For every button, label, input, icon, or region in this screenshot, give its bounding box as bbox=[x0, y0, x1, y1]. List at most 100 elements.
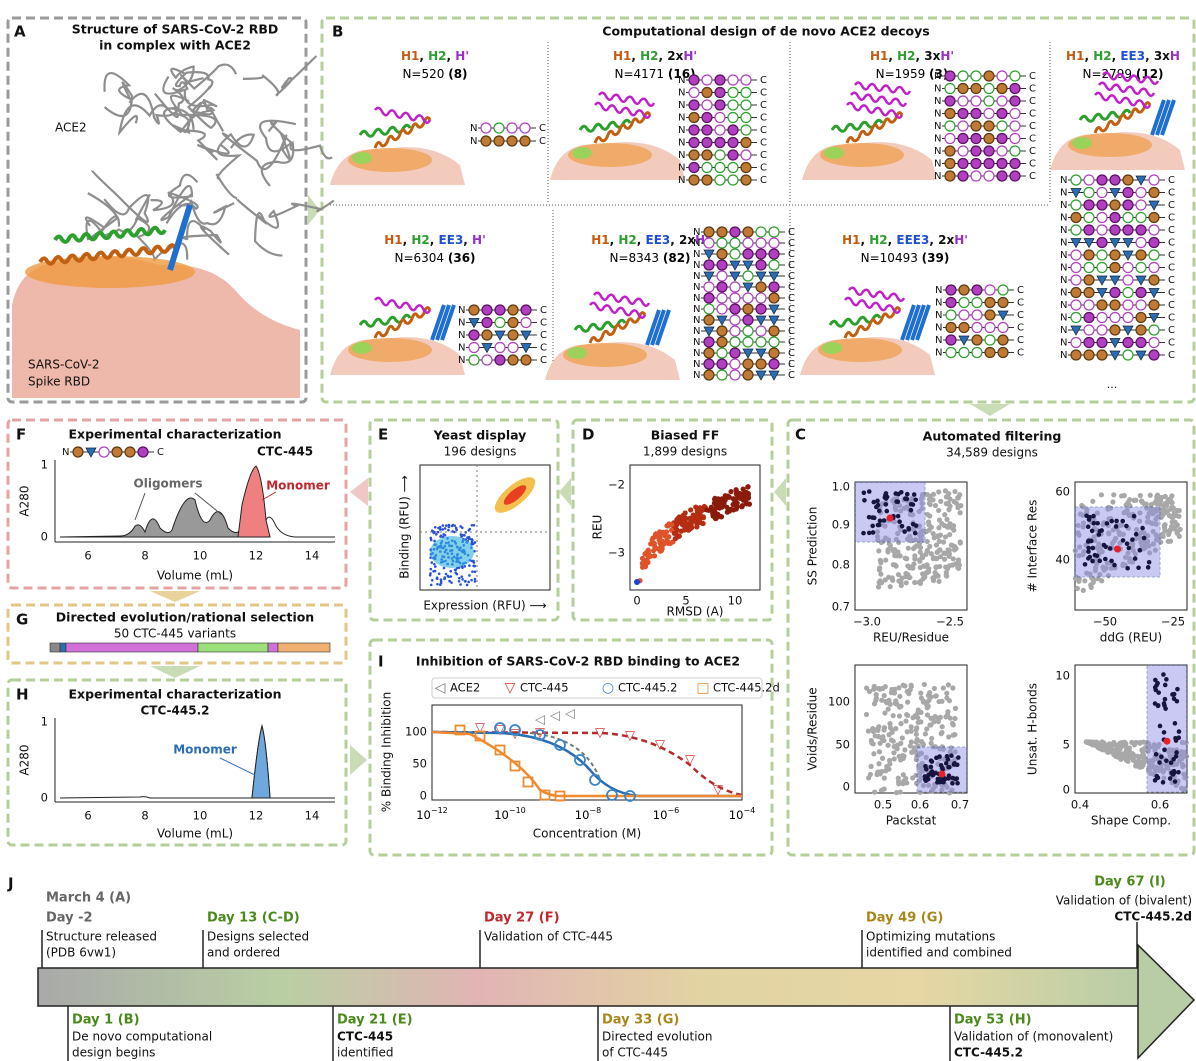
arrow bbox=[559, 478, 571, 506]
y-axis-label: # Interface Res bbox=[1026, 500, 1040, 593]
design-point bbox=[937, 517, 942, 522]
seq-helix bbox=[958, 159, 968, 169]
passing-point bbox=[1146, 565, 1151, 570]
design-point bbox=[1148, 493, 1153, 498]
design-point bbox=[734, 506, 739, 511]
seq-n-term: N bbox=[1060, 175, 1067, 186]
seq-c-term: C bbox=[1168, 313, 1175, 324]
y-tick-label: 50 bbox=[835, 738, 850, 752]
seq-n-term: N bbox=[693, 271, 700, 282]
cell bbox=[461, 578, 464, 581]
design-point bbox=[943, 714, 948, 719]
seq-helix bbox=[769, 282, 779, 292]
design-point bbox=[922, 682, 927, 687]
y-tick-label: 40 bbox=[1055, 553, 1070, 567]
seq-helix bbox=[958, 171, 968, 181]
passing-point bbox=[874, 505, 879, 510]
ctc445-point: ▽ bbox=[685, 753, 695, 768]
seq-helix bbox=[689, 138, 699, 148]
seq-helix bbox=[1123, 300, 1133, 310]
design-point bbox=[920, 576, 925, 581]
seq-helix bbox=[1084, 350, 1094, 360]
seq-helix bbox=[521, 318, 531, 328]
y-tick-label: 0 bbox=[41, 530, 48, 544]
y-axis-label: REU bbox=[591, 515, 605, 540]
seq-helix bbox=[704, 315, 714, 325]
passing-point bbox=[1158, 724, 1163, 729]
seq-n-term: N bbox=[678, 138, 685, 149]
design-point bbox=[718, 514, 723, 519]
passing-point bbox=[1130, 537, 1135, 542]
y-tick-label: 0 bbox=[1063, 783, 1070, 797]
passing-point bbox=[884, 509, 889, 514]
event-date: Day 21 (E) bbox=[337, 1013, 413, 1028]
seq-helix bbox=[1110, 200, 1120, 210]
seq-helix bbox=[1149, 175, 1159, 185]
seq-helix bbox=[971, 121, 981, 131]
passing-point bbox=[1136, 565, 1141, 570]
seq-helix bbox=[73, 447, 83, 457]
passing-point bbox=[1162, 747, 1167, 752]
x-tick-label: −50 bbox=[1093, 615, 1117, 629]
panel-letter: H bbox=[16, 686, 29, 704]
design-point bbox=[898, 789, 903, 794]
passing-point bbox=[882, 518, 887, 523]
design-point bbox=[1167, 529, 1172, 534]
pointer bbox=[135, 493, 145, 520]
seq-n-term: N bbox=[935, 310, 942, 321]
panel-letter: G bbox=[16, 611, 28, 629]
x-axis-label: RMSD (A) bbox=[667, 605, 724, 619]
passing-point bbox=[867, 489, 872, 494]
cell bbox=[474, 580, 477, 583]
seq-c-term: C bbox=[788, 227, 795, 238]
design-point bbox=[896, 775, 901, 780]
cell bbox=[471, 570, 474, 573]
chromatogram bbox=[60, 726, 335, 798]
seq-c-term: C bbox=[1168, 225, 1175, 236]
seq-helix bbox=[985, 323, 995, 333]
passing-point bbox=[900, 524, 905, 529]
seq-helix bbox=[972, 310, 982, 320]
seq-helix bbox=[946, 285, 956, 295]
seq-helix bbox=[715, 88, 725, 98]
sequence-segment bbox=[60, 643, 66, 652]
seq-helix bbox=[728, 150, 738, 160]
topology-part: H2 bbox=[411, 233, 429, 247]
cell bbox=[473, 524, 476, 527]
seq-helix bbox=[997, 84, 1007, 94]
seq-helix bbox=[1123, 200, 1133, 210]
cell bbox=[471, 539, 474, 542]
seq-c-term: C bbox=[1017, 310, 1024, 321]
seq-helix bbox=[482, 330, 492, 340]
y-tick-label: 1.0 bbox=[832, 480, 850, 494]
design-point bbox=[946, 682, 951, 687]
event-date: Day 27 (F) bbox=[484, 911, 560, 926]
seq-helix bbox=[702, 163, 712, 173]
design-point bbox=[951, 556, 956, 561]
seq-helix bbox=[702, 175, 712, 185]
seq-helix bbox=[743, 304, 753, 314]
topology-part: H2 bbox=[618, 233, 636, 247]
cell bbox=[444, 527, 447, 530]
design-point bbox=[925, 512, 930, 517]
seq-helix bbox=[730, 304, 740, 314]
y-tick-label: 60 bbox=[1055, 485, 1070, 499]
seq-n-term: N bbox=[1060, 325, 1067, 336]
seq-n-term: N bbox=[1060, 275, 1067, 286]
design-point bbox=[901, 779, 906, 784]
seq-n-term: N bbox=[678, 175, 685, 186]
seq-helix bbox=[730, 370, 740, 380]
design-point bbox=[880, 756, 885, 761]
event-text: Directed evolution bbox=[602, 1030, 713, 1044]
design-point bbox=[915, 710, 920, 715]
design-point bbox=[688, 507, 693, 512]
seq-helix bbox=[1097, 263, 1107, 273]
topology-label: H1, H2, 3xH' bbox=[870, 49, 954, 63]
seq-n-term: N bbox=[1060, 188, 1067, 199]
seq-helix bbox=[741, 75, 751, 85]
cell bbox=[435, 533, 438, 536]
passing-point bbox=[1147, 560, 1152, 565]
ctc445-point: ▽ bbox=[655, 738, 665, 753]
seq-helix bbox=[495, 343, 505, 353]
tick-exponent: −6 bbox=[667, 806, 679, 815]
